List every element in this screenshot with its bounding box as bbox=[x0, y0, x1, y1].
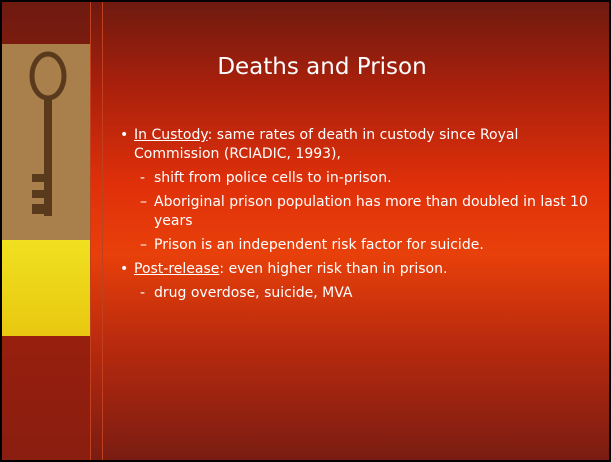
bullet-marker: • bbox=[120, 126, 128, 145]
divider bbox=[102, 2, 103, 460]
slide-title: Deaths and Prison bbox=[122, 54, 522, 80]
slide: Deaths and Prison •In Custody: same rate… bbox=[0, 0, 611, 462]
bullet-item: • Post-release: even higher risk than in … bbox=[120, 260, 600, 279]
bullet-list: •In Custody: same rates of death in cust… bbox=[120, 126, 600, 308]
page: Deaths and Prison •In Custody: same rate… bbox=[0, 0, 611, 462]
bullet-marker: – bbox=[140, 236, 147, 255]
bullet-text: shift from police cells to in-prison. bbox=[154, 170, 392, 186]
bullet-item: –Prison is an independent risk factor fo… bbox=[120, 236, 600, 255]
bullet-lead: Post-release bbox=[134, 261, 219, 277]
bullet-marker: - bbox=[140, 284, 145, 303]
bullet-marker: – bbox=[140, 193, 147, 212]
bullet-lead: In Custody bbox=[134, 127, 208, 143]
bullet-text: drug overdose, suicide, MVA bbox=[154, 285, 352, 301]
bullet-text: Aboriginal prison population has more th… bbox=[154, 194, 588, 229]
key-photo bbox=[2, 44, 90, 240]
bullet-text: Prison is an independent risk factor for… bbox=[154, 237, 484, 253]
bullet-item: –Aboriginal prison population has more t… bbox=[120, 193, 600, 231]
bullet-item: -drug overdose, suicide, MVA bbox=[120, 284, 600, 303]
bullet-item: •In Custody: same rates of death in cust… bbox=[120, 126, 600, 164]
bullet-marker: - bbox=[140, 169, 145, 188]
bullet-text: : even higher risk than in prison. bbox=[219, 261, 447, 277]
yellow-block bbox=[2, 240, 90, 336]
divider bbox=[90, 2, 91, 460]
bullet-marker: • bbox=[120, 260, 128, 279]
bullet-item: -shift from police cells to in-prison. bbox=[120, 169, 600, 188]
